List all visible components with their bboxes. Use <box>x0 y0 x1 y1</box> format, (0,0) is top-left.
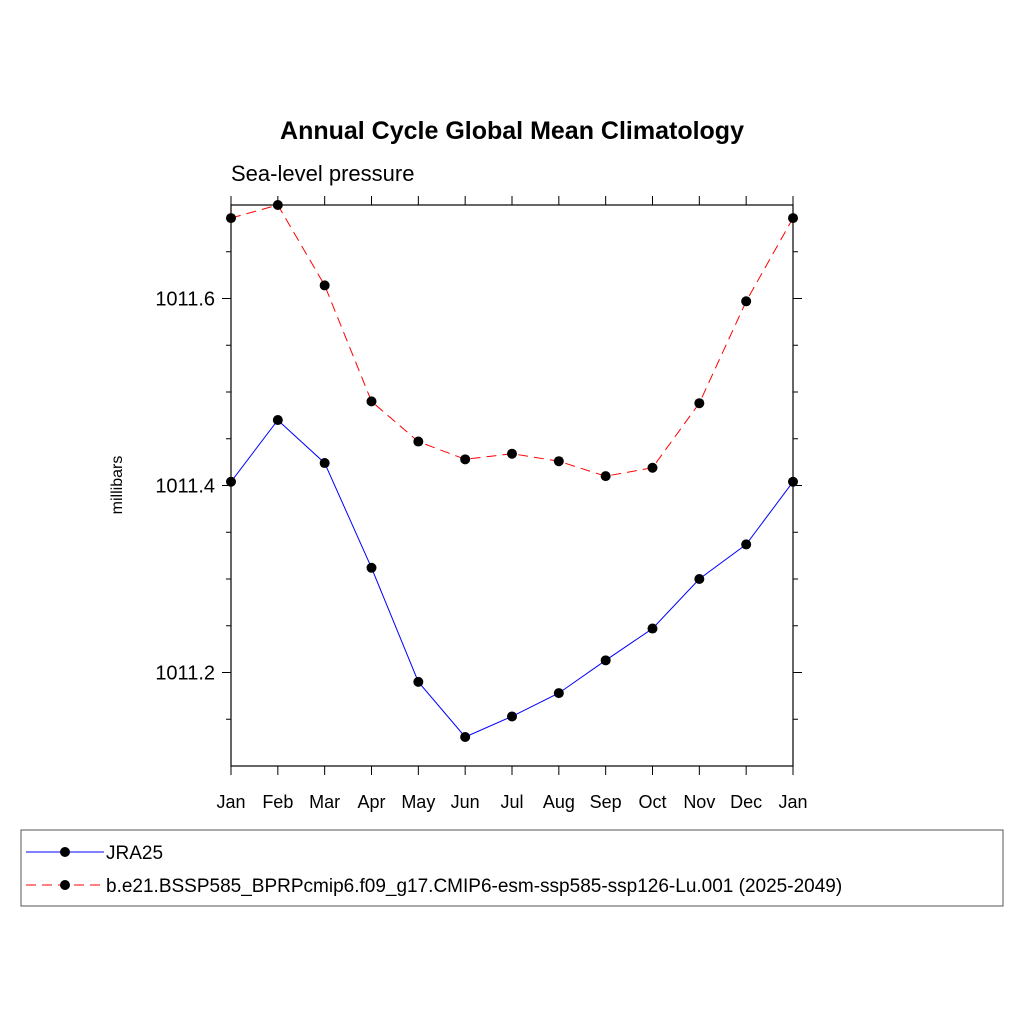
legend-marker-jra25 <box>60 847 70 857</box>
legend-marker-model <box>60 880 70 890</box>
series-0-point <box>272 415 283 426</box>
x-tick-label: Aug <box>543 792 575 812</box>
x-tick-label: Jan <box>216 792 245 812</box>
series-0-point <box>647 623 658 634</box>
series-lines <box>230 204 794 738</box>
legend-label-model: b.e21.BSSP585_BPRPcmip6.f09_g17.CMIP6-es… <box>106 876 842 897</box>
chart-subtitle: Sea-level pressure <box>231 161 414 186</box>
series-points <box>226 200 798 743</box>
x-tick-label: Mar <box>309 792 340 812</box>
legend-label-jra25: JRA25 <box>106 843 163 864</box>
series-0-point <box>788 476 798 487</box>
y-tick-labels: 1011.2 1011.4 1011.6 <box>155 289 215 685</box>
series-1-point <box>788 213 798 224</box>
series-1-point <box>647 462 658 473</box>
series-0-point <box>413 676 424 687</box>
legend-box <box>20 829 1004 907</box>
series-0-point <box>366 562 377 573</box>
x-tick-label: Jun <box>451 792 480 812</box>
series-1-point <box>272 200 283 210</box>
x-tick-label: Feb <box>262 792 293 812</box>
series-1-point <box>319 280 330 291</box>
x-tick-label: Dec <box>730 792 762 812</box>
x-tick-label: May <box>401 792 435 812</box>
series-0-point <box>460 732 471 743</box>
chart-title: Annual Cycle Global Mean Climatology <box>280 117 744 145</box>
x-tick-label: Sep <box>590 792 622 812</box>
x-tick-label: Nov <box>683 792 715 812</box>
series-0-point <box>741 539 752 550</box>
y-tick-label: 1011.6 <box>155 289 215 311</box>
x-tick-label: Jan <box>778 792 807 812</box>
series-1-point <box>694 398 705 409</box>
x-tick-label: Jul <box>500 792 523 812</box>
series-0-point <box>694 574 705 584</box>
y-tick-label: 1011.2 <box>155 663 215 685</box>
axis-ticks <box>222 196 802 775</box>
series-line-0 <box>230 419 794 738</box>
series-1-point <box>413 436 424 447</box>
series-1-point <box>600 471 611 482</box>
series-1-point <box>553 456 564 467</box>
y-tick-label: 1011.4 <box>155 476 215 498</box>
series-0-point <box>553 688 564 699</box>
series-0-point <box>600 655 611 666</box>
series-1-point <box>460 454 471 465</box>
series-line-1 <box>230 204 794 477</box>
series-1-point <box>366 396 377 407</box>
x-tick-label: Apr <box>357 792 385 812</box>
series-1-point <box>741 296 752 307</box>
series-1-point <box>507 448 517 459</box>
series-0-point <box>226 476 236 487</box>
y-axis-label: millibars <box>109 456 126 515</box>
plot-frame <box>230 204 794 767</box>
series-1-point <box>226 213 236 224</box>
series-0-point <box>319 458 330 469</box>
legend: JRA25 b.e21.BSSP585_BPRPcmip6.f09_g17.CM… <box>20 829 1004 907</box>
x-tick-labels: Jan Feb Mar Apr May Jun Jul Aug Sep Oct Nov Dec Jan <box>216 792 807 812</box>
series-0-point <box>507 711 517 722</box>
x-tick-label: Oct <box>638 792 666 812</box>
